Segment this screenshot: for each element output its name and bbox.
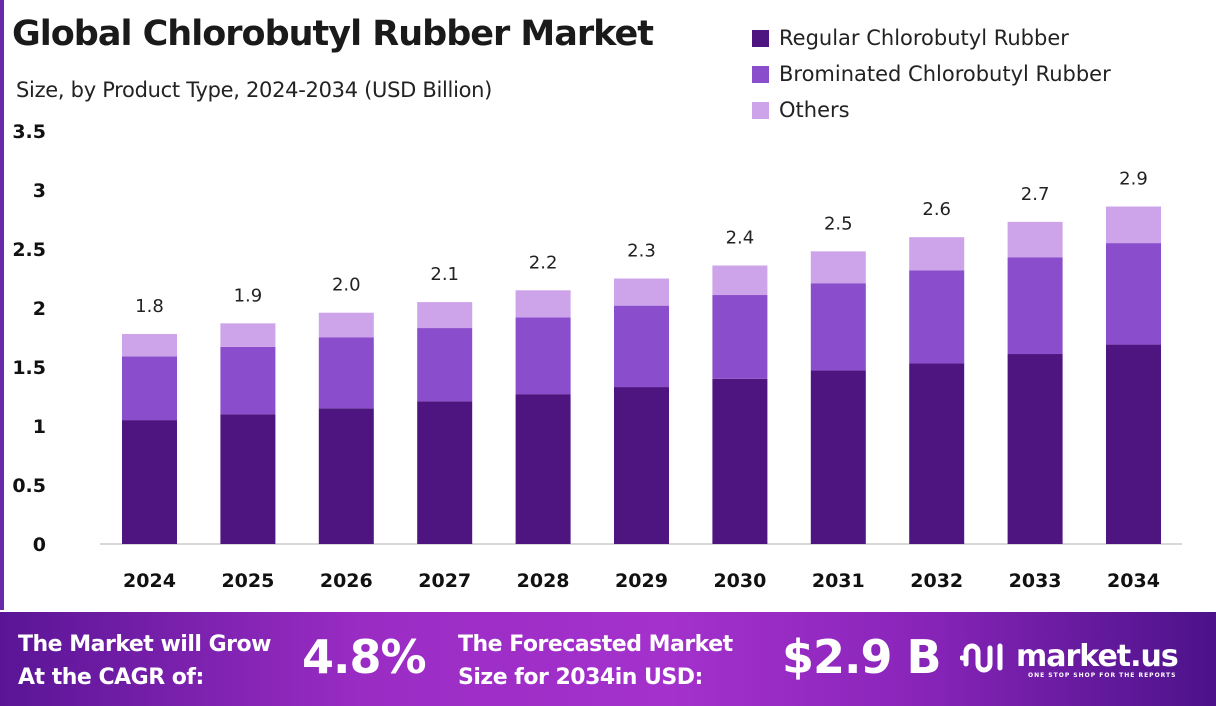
bar-total-label: 2.3	[627, 241, 656, 262]
legend-label: Others	[779, 98, 850, 122]
bar-segment-others	[810, 251, 866, 284]
x-tick-label: 2034	[1107, 570, 1160, 592]
cagr-value: 4.8%	[302, 630, 427, 684]
bar-segment-others	[417, 302, 473, 329]
y-tick-label: 2	[33, 298, 46, 320]
forecast-label: The Forecasted Market Size for 2034in USD…	[458, 628, 733, 694]
legend-item-others: Others	[752, 92, 1111, 128]
bar-segment-regular	[318, 408, 374, 544]
y-tick-label: 2.5	[12, 239, 46, 261]
bar-segment-regular	[122, 420, 177, 544]
forecast-label-line1: The Forecasted Market	[458, 632, 733, 657]
bar-segment-regular	[515, 394, 571, 544]
cagr-label-line2: At the CAGR of:	[18, 665, 204, 690]
x-tick-label: 2025	[221, 570, 274, 592]
bar-segment-brominated	[1106, 243, 1161, 345]
bar-segment-regular	[909, 363, 965, 544]
chart-title: Global Chlorobutyl Rubber Market	[12, 14, 654, 54]
legend: Regular Chlorobutyl Rubber Brominated Ch…	[752, 20, 1111, 128]
bar-segment-brominated	[417, 328, 473, 402]
bar-total-label: 2.6	[922, 199, 951, 220]
bar-segment-regular	[1007, 354, 1063, 544]
bar-segment-brominated	[614, 305, 669, 388]
legend-label: Brominated Chlorobutyl Rubber	[779, 62, 1111, 86]
logo-tagline: ONE STOP SHOP FOR THE REPORTS	[1028, 672, 1177, 679]
bar-total-label: 2.7	[1021, 184, 1050, 205]
x-tick-label: 2026	[320, 570, 373, 592]
logo-icon	[960, 643, 1003, 673]
x-tick-label: 2028	[517, 570, 570, 592]
bar-segment-regular	[712, 378, 768, 544]
marketus-logo: market.us ONE STOP SHOP FOR THE REPORTS	[960, 638, 1179, 679]
bar-total-label: 2.0	[332, 275, 361, 296]
x-tick-label: 2030	[713, 570, 766, 592]
y-tick-label: 3	[33, 180, 46, 202]
x-tick-label: 2027	[418, 570, 471, 592]
bar-segment-regular	[1106, 344, 1161, 544]
bar-total-label: 2.9	[1119, 169, 1148, 190]
bar-total-label: 2.4	[726, 228, 755, 249]
bar-segment-others	[318, 312, 374, 338]
bar-segment-brominated	[515, 317, 571, 395]
y-tick-label: 3.5	[12, 121, 46, 143]
bar-total-label: 1.9	[234, 285, 263, 306]
bar-segment-regular	[614, 387, 669, 544]
bar-segment-others	[1007, 221, 1063, 258]
legend-swatch	[752, 65, 769, 83]
bar-segment-others	[515, 290, 571, 318]
y-tick-label: 0.5	[12, 475, 46, 497]
bar-segment-others	[220, 323, 276, 347]
x-tick-label: 2024	[123, 570, 176, 592]
bar-segment-brominated	[909, 270, 965, 364]
bar-segment-brominated	[220, 346, 276, 415]
bar-segment-others	[1106, 206, 1161, 244]
legend-item-regular: Regular Chlorobutyl Rubber	[752, 20, 1111, 56]
bar-total-label: 2.1	[430, 264, 459, 285]
cagr-label-line1: The Market will Grow	[18, 632, 271, 657]
logo-text: market.us	[1016, 638, 1179, 674]
cagr-label: The Market will Grow At the CAGR of:	[18, 628, 271, 694]
bar-total-label: 2.5	[824, 213, 853, 234]
forecast-label-line2: Size for 2034in USD:	[458, 665, 703, 690]
bar-segment-brominated	[712, 295, 768, 379]
bar-segment-others	[614, 278, 669, 306]
legend-swatch	[752, 29, 769, 47]
legend-item-brominated: Brominated Chlorobutyl Rubber	[752, 56, 1111, 92]
bar-chart: 0 0.5 1 1.5 2 2.5 3 3.5 1.8 2024 1.9 2025 2.0 2026 2.1…	[12, 121, 1182, 592]
x-tick-label: 2029	[615, 570, 668, 592]
bar-segment-others	[712, 265, 768, 296]
bar-segment-brominated	[122, 356, 177, 421]
bar-segment-others	[909, 237, 965, 271]
bar-segment-regular	[810, 370, 866, 544]
y-tick-label: 1.5	[12, 357, 46, 379]
left-border	[0, 0, 4, 610]
legend-label: Regular Chlorobutyl Rubber	[779, 26, 1069, 50]
forecast-value: $2.9 B	[782, 630, 942, 684]
bar-segment-regular	[417, 401, 473, 544]
x-tick-label: 2032	[910, 570, 963, 592]
chart-subtitle: Size, by Product Type, 2024-2034 (USD Bi…	[16, 78, 493, 102]
y-tick-label: 1	[33, 416, 46, 438]
x-tick-label: 2031	[812, 570, 865, 592]
bar-segment-regular	[220, 414, 276, 544]
legend-swatch	[752, 101, 769, 119]
bar-segment-brominated	[1007, 257, 1063, 355]
bar-segment-brominated	[810, 283, 866, 371]
bar-total-label: 1.8	[135, 296, 164, 317]
x-tick-label: 2033	[1009, 570, 1062, 592]
bar-segment-brominated	[318, 337, 374, 409]
footer-banner: The Market will Grow At the CAGR of: 4.8%…	[0, 612, 1216, 706]
bar-total-label: 2.2	[529, 252, 558, 273]
y-tick-label: 0	[33, 534, 46, 556]
bar-segment-others	[122, 333, 177, 357]
